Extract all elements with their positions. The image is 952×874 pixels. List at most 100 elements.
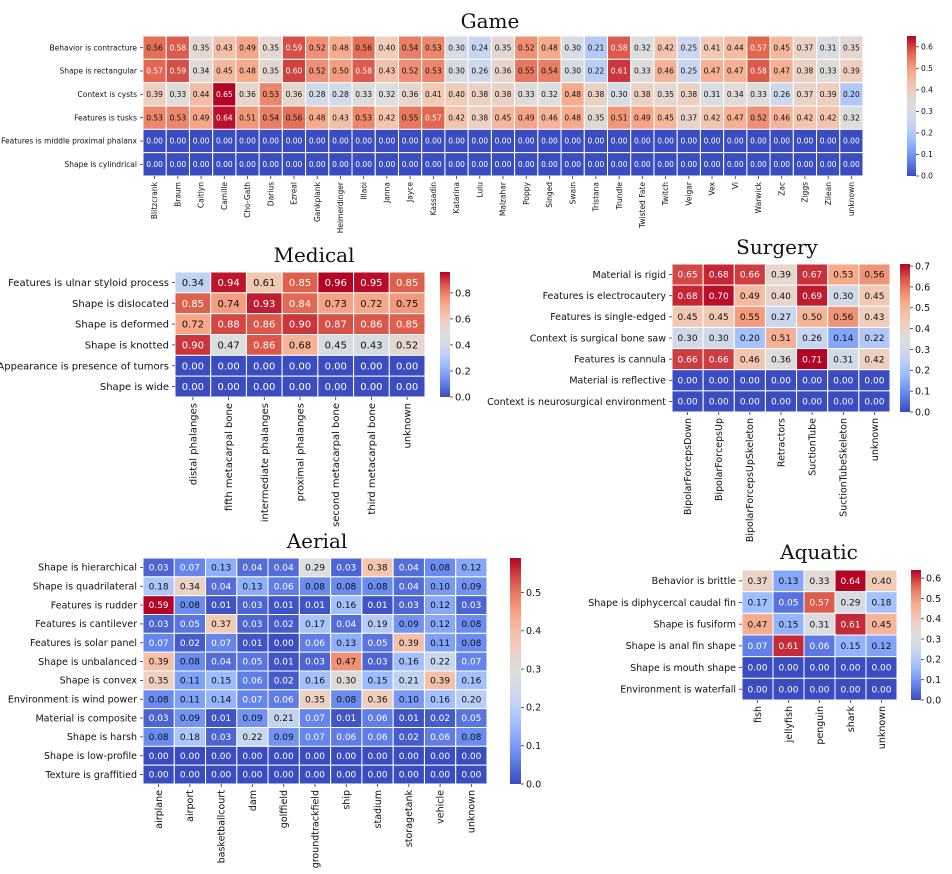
column-label: Darius (266, 182, 275, 206)
cell-value-label: 0.52 (309, 43, 326, 52)
cell-value-label: 0.52 (396, 340, 418, 351)
colorbar-tick-label: 0.5 (926, 594, 941, 605)
cell-value-label: 0.00 (396, 361, 418, 372)
row-label: Shape is low-profile (44, 751, 137, 762)
cell-value-label: 0.35 (262, 67, 279, 76)
cell-value-label: 0.31 (704, 90, 721, 99)
cell-value-label: 0.02 (274, 677, 294, 687)
column-label: Malzahar (499, 181, 508, 216)
cell-value-label: 0.39 (843, 67, 860, 76)
row-label: Behavior is brittle (652, 576, 736, 587)
cell-value-label: 0.33 (634, 67, 651, 76)
row-label: Environment is wind power (8, 695, 137, 706)
cell-value-label: 0.05 (180, 620, 200, 630)
cell-value-label: 0.00 (634, 160, 651, 169)
row-label: Features is middle proximal phalanx (1, 137, 137, 146)
cell-value-label: 0.00 (355, 160, 372, 169)
cell-value-label: 0.33 (518, 90, 535, 99)
cell-value-label: 0.42 (864, 355, 884, 365)
row-label: Features is solar panel (30, 638, 137, 649)
colorbar (510, 558, 521, 784)
colorbar-tick-label: 0.0 (526, 779, 541, 790)
cell-value-label: 0.28 (309, 90, 326, 99)
colorbar-tick-label: 0.0 (926, 695, 941, 706)
cell-value-label: 0.49 (740, 292, 760, 302)
cell-value-label: 0.47 (336, 658, 356, 668)
cell-value-label: 0.51 (611, 113, 628, 122)
cell-value-label: 0.38 (797, 67, 814, 76)
cell-value-label: 0.66 (709, 355, 729, 365)
cell-value-label: 0.43 (864, 313, 884, 323)
row-label: Shape is wide (100, 382, 169, 393)
cell-value-label: 0.00 (289, 382, 311, 393)
cell-value-label: 0.45 (657, 113, 674, 122)
row-label: Environment is waterfall (620, 684, 736, 695)
cell-value-label: 0.40 (448, 90, 465, 99)
cell-value-label: 0.04 (399, 582, 419, 592)
chart-title: Game (461, 9, 520, 33)
cell-value-label: 0.11 (180, 695, 200, 705)
column-label: Gankplank (313, 181, 322, 222)
column-label: unknown (847, 182, 856, 216)
cell-value-label: 0.00 (773, 160, 790, 169)
cell-value-label: 0.12 (430, 601, 450, 611)
row-label: Shape is deformed (75, 320, 169, 331)
cell-value-label: 0.00 (430, 752, 450, 762)
cell-value-label: 0.06 (430, 733, 450, 743)
cell-value-label: 0.00 (611, 160, 628, 169)
cell-value-label: 0.33 (809, 577, 829, 587)
cell-value-label: 0.44 (727, 43, 744, 52)
cell-value-label: 0.26 (773, 90, 790, 99)
column-label: Twitch (661, 182, 670, 207)
cell-value-label: 0.48 (564, 90, 581, 99)
row-label: Features is rudder (51, 600, 137, 611)
row-label: Shape is cylindrical (65, 160, 137, 169)
cell-value-label: 0.56 (355, 43, 372, 52)
cell-value-label: 0.00 (771, 398, 791, 408)
cell-value-label: 0.36 (239, 90, 256, 99)
cell-value-label: 0.49 (193, 113, 210, 122)
cell-value-label: 0.01 (305, 601, 325, 611)
cell-value-label: 0.48 (332, 43, 349, 52)
cell-value-label: 0.56 (864, 271, 884, 281)
cell-value-label: 0.35 (843, 43, 860, 52)
cell-value-label: 0.21 (274, 714, 294, 724)
row-label: Texture is graffitied (44, 770, 137, 781)
cell-value-label: 0.30 (611, 90, 628, 99)
column-label: vehicle (435, 790, 446, 824)
cell-value-label: 0.40 (871, 577, 891, 587)
cell-value-label: 0.00 (680, 137, 697, 146)
cell-value-label: 0.02 (180, 639, 200, 649)
cell-value-label: 0.12 (430, 620, 450, 630)
cell-value-label: 0.52 (518, 43, 535, 52)
column-label: Trundle (615, 182, 624, 211)
cell-value-label: 0.47 (217, 340, 239, 351)
cell-value-label: 0.17 (305, 620, 325, 630)
column-label: ship (342, 790, 353, 810)
cell-value-label: 0.00 (588, 160, 605, 169)
column-label: BipolarForcepsUp (714, 418, 725, 501)
cell-value-label: 0.00 (239, 137, 256, 146)
column-label: Vex (708, 181, 717, 195)
cell-value-label: 0.59 (169, 67, 186, 76)
cell-value-label: 0.33 (355, 90, 372, 99)
cell-value-label: 0.15 (778, 620, 798, 630)
cell-value-label: 0.74 (217, 299, 239, 310)
cell-value-label: 0.00 (332, 137, 349, 146)
cell-value-label: 0.00 (180, 752, 200, 762)
cell-value-label: 0.01 (211, 714, 231, 724)
column-label: BipolarForcepsDown (683, 418, 694, 515)
cell-value-label: 0.00 (182, 361, 204, 372)
cell-value-label: 0.41 (425, 90, 442, 99)
cell-value-label: 0.01 (368, 601, 388, 611)
colorbar-tick-label: 0.2 (921, 129, 933, 138)
cell-value-label: 0.00 (495, 160, 512, 169)
chart-title: Aerial (286, 529, 348, 553)
cell-value-label: 0.57 (425, 113, 442, 122)
cell-value-label: 0.01 (242, 639, 262, 649)
cell-value-label: 0.00 (802, 376, 822, 386)
column-label: golffield (279, 790, 290, 828)
cell-value-label: 0.07 (461, 658, 481, 668)
cell-value-label: 0.35 (262, 43, 279, 52)
cell-value-label: 0.00 (611, 137, 628, 146)
